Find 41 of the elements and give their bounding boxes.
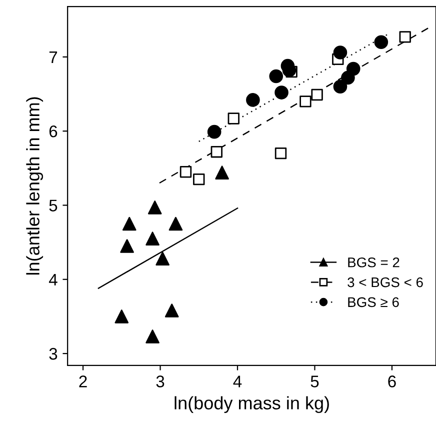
point	[274, 86, 288, 100]
legend-label: 3 < BGS < 6	[348, 277, 423, 288]
point	[374, 35, 388, 50]
point	[333, 80, 348, 94]
y-axis-title: ln(antler length in mm)	[26, 97, 44, 275]
x-tick-label: 5	[310, 376, 319, 388]
point	[168, 216, 183, 231]
y-tick-label: 6	[49, 125, 58, 138]
point	[300, 96, 312, 108]
point	[164, 304, 179, 318]
point	[311, 88, 323, 101]
point	[193, 173, 205, 186]
point	[146, 232, 160, 246]
point	[274, 147, 287, 160]
y-tick-label: 3	[49, 348, 58, 360]
x-axis-title: ln(body mass in kg)	[174, 396, 329, 414]
point	[114, 310, 129, 324]
point	[246, 93, 260, 107]
point	[269, 69, 284, 84]
x-tick-label: 2	[79, 376, 87, 388]
x-tick-label: 3	[156, 376, 164, 388]
y-tick-label: 5	[49, 200, 58, 212]
legend-label: BGS ≥ 6	[348, 297, 399, 308]
point	[399, 31, 411, 43]
y-tick-label: 4	[48, 274, 58, 286]
point	[146, 330, 160, 344]
point	[207, 124, 222, 139]
point	[122, 216, 136, 231]
x-tick-label: 6	[388, 376, 396, 388]
point	[120, 239, 134, 253]
point	[333, 46, 348, 60]
point	[156, 252, 170, 266]
point	[148, 200, 162, 214]
point	[210, 146, 222, 158]
x-tick-label: 4	[233, 376, 242, 388]
point	[215, 166, 229, 180]
point	[346, 62, 360, 76]
point	[228, 112, 240, 124]
legend-label: BGS = 2	[348, 257, 400, 268]
point	[180, 166, 192, 178]
y-tick-label: 7	[49, 52, 58, 63]
